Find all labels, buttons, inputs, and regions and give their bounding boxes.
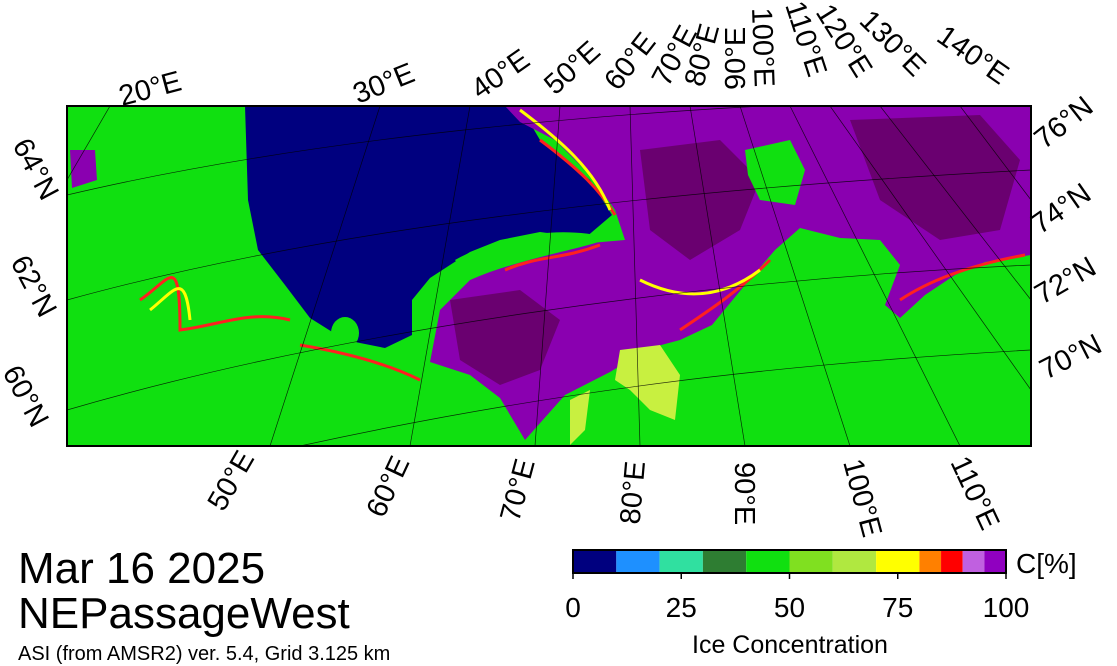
longitude-label: 50°E xyxy=(538,35,606,101)
colorbar: 0 25 50 75 100 xyxy=(565,549,1030,623)
colorbar-segment xyxy=(659,550,703,573)
longitude-label: 100°E xyxy=(836,456,887,541)
fast-ice xyxy=(615,345,680,420)
latitude-label: 72°N xyxy=(1030,251,1102,311)
latitude-label: 60°N xyxy=(0,360,54,432)
ice-edge xyxy=(149,108,761,321)
colorbar-tick-label: 50 xyxy=(774,592,805,623)
latitude-label: 70°N xyxy=(1035,328,1107,386)
colorbar-segment xyxy=(573,550,617,573)
longitude-label: 140°E xyxy=(931,20,1014,92)
sea-ice xyxy=(70,150,97,188)
colorbar-tick-label: 100 xyxy=(983,592,1030,623)
longitude-line xyxy=(67,106,1031,446)
colorbar-segment xyxy=(941,550,963,573)
colorbar-segment xyxy=(616,550,660,573)
colorbar-tick-label: 0 xyxy=(565,592,581,623)
latitude-label: 74°N xyxy=(1026,177,1097,240)
longitude-label: 90°E xyxy=(720,27,752,90)
product-info: ASI (from AMSR2) ver. 5.4, Grid 3.125 km xyxy=(18,643,390,665)
date: Mar 16 2025 xyxy=(18,544,265,593)
latitude-label: 76°N xyxy=(1029,90,1100,155)
fast-ice xyxy=(570,390,590,445)
latitude-line xyxy=(67,106,1031,446)
island xyxy=(455,232,610,280)
island xyxy=(331,317,359,349)
map-frame xyxy=(66,105,1032,447)
colorbar-tick-label: 25 xyxy=(666,592,697,623)
colorbar-unit: C[%] xyxy=(1016,548,1077,579)
longitude-label: 50°E xyxy=(202,446,261,517)
colorbar-segment xyxy=(984,550,1006,573)
open-sea xyxy=(245,106,612,348)
longitude-label: 110°E xyxy=(944,451,1006,534)
longitude-label: 90°E xyxy=(728,462,760,525)
latitude-label: 64°N xyxy=(6,133,65,205)
thick-ice xyxy=(450,115,1020,385)
longitude-label: 60°E xyxy=(361,451,417,522)
colorbar-tick-label: 75 xyxy=(882,592,913,623)
latitude-label: 62°N xyxy=(4,250,63,322)
colorbar-segment xyxy=(746,550,790,573)
longitude-label: 40°E xyxy=(466,43,536,105)
colorbar-segment xyxy=(702,550,747,573)
colorbar-segment xyxy=(876,550,920,573)
ice-edge xyxy=(139,138,1026,382)
colorbar-segment xyxy=(962,550,985,573)
colorbar-segment xyxy=(832,550,877,573)
longitude-label: 100°E xyxy=(745,7,780,87)
map-area xyxy=(67,106,1031,446)
colorbar-segment xyxy=(789,550,833,573)
longitude-label: 70°E xyxy=(494,456,541,525)
colorbar-title: Ice Concentration xyxy=(692,631,888,659)
longitude-label: 80°E xyxy=(615,460,652,526)
region-name: NEPassageWest xyxy=(18,589,350,638)
longitude-label: 30°E xyxy=(349,57,420,110)
colorbar-segment xyxy=(919,550,942,573)
